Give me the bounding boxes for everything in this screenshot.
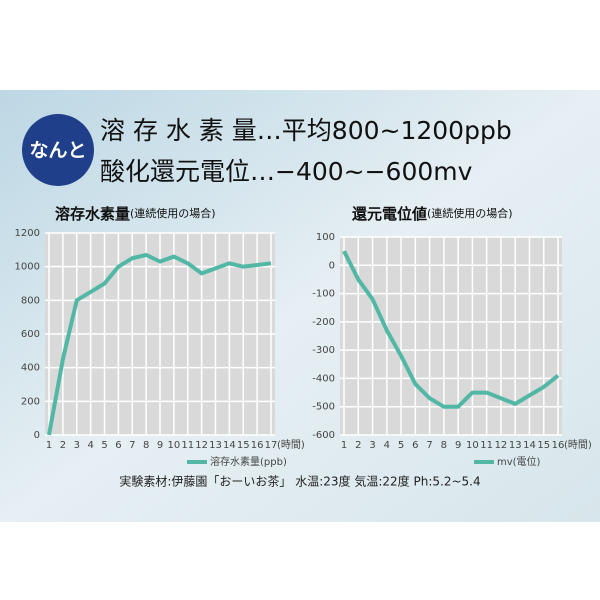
x-tick-label: 8 (143, 440, 149, 451)
x-tick-label: 2 (60, 440, 66, 451)
x-tick-label: 7 (129, 440, 135, 451)
subtitle: (連続使用の場合) (427, 206, 513, 220)
headline-1: 溶 存 水 素 量…平均800~1200ppb (100, 116, 512, 145)
headline-2: 酸化還元電位…−400~−600mv (100, 157, 473, 186)
x-tick-label: 6 (115, 440, 121, 451)
x-tick-label: 14 (523, 440, 536, 451)
x-tick-label: 12 (495, 440, 508, 451)
x-tick-label: 5 (101, 440, 107, 451)
x-tick-label: 6 (412, 440, 418, 451)
x-axis-label: (時間) (277, 439, 305, 451)
x-tick-label: 15 (537, 440, 550, 451)
chart-title: 還元電位値(連続使用の場合) (352, 205, 513, 223)
chart-title: 溶存水素量(連続使用の場合) (55, 205, 216, 223)
x-tick-label: 9 (455, 440, 461, 451)
x-tick-label: 16 (552, 440, 565, 451)
x-tick-label: 11 (181, 440, 194, 451)
data-line (342, 250, 560, 409)
y-tick-label: 100 (316, 232, 335, 243)
y-tick-label: -500 (312, 402, 335, 413)
x-tick-label: 13 (209, 440, 222, 451)
x-tick-label: 7 (426, 440, 432, 451)
x-tick-label: 8 (441, 440, 447, 451)
y-tick-label: 0 (329, 260, 335, 271)
x-tick-label: 12 (195, 440, 208, 451)
x-tick-label: 15 (237, 440, 250, 451)
x-tick-label: 17 (265, 440, 278, 451)
badge-text: なんと (29, 140, 86, 162)
legend-label: 溶存水素量(ppb) (210, 455, 287, 468)
y-tick-label: -200 (312, 317, 335, 328)
y-tick-label: -100 (312, 289, 335, 300)
x-tick-label: 1 (341, 440, 347, 451)
y-tick-label: 1000 (15, 262, 40, 273)
x-tick-label: 2 (355, 440, 361, 451)
y-tick-label: -400 (312, 373, 335, 384)
y-tick-label: 1200 (15, 228, 40, 239)
y-tick-label: 0 (34, 430, 40, 441)
y-tick-label: 800 (21, 295, 40, 306)
title: 還元電位値 (352, 205, 427, 223)
x-tick-label: 3 (74, 440, 80, 451)
x-tick-label: 9 (157, 440, 163, 451)
legend-label: mv(電位) (497, 455, 541, 468)
title: 溶存水素量 (55, 205, 130, 223)
y-tick-label: -300 (312, 345, 335, 356)
subtitle: (連続使用の場合) (130, 206, 216, 220)
x-tick-label: 16 (251, 440, 264, 451)
x-tick-label: 13 (509, 440, 522, 451)
x-tick-label: 4 (87, 440, 93, 451)
x-tick-label: 5 (398, 440, 404, 451)
x-tick-label: 14 (223, 440, 236, 451)
x-tick-label: 1 (46, 440, 52, 451)
badge (22, 114, 94, 186)
x-tick-label: 4 (384, 440, 390, 451)
data-line (47, 252, 272, 436)
footer: 実験素材:伊藤園「おーいお茶」 水温:23度 気温:22度 Ph:5.2~5.4 (119, 474, 480, 489)
y-tick-label: 600 (21, 329, 40, 340)
y-tick-label: 400 (21, 363, 40, 374)
x-tick-label: 10 (466, 440, 479, 451)
y-tick-label: 200 (21, 396, 40, 407)
x-axis-label: (時間) (564, 439, 592, 451)
x-tick-label: 3 (369, 440, 375, 451)
x-tick-label: 11 (480, 440, 493, 451)
plot-area (340, 237, 562, 435)
x-tick-label: 10 (168, 440, 181, 451)
y-tick-label: -600 (312, 430, 335, 441)
